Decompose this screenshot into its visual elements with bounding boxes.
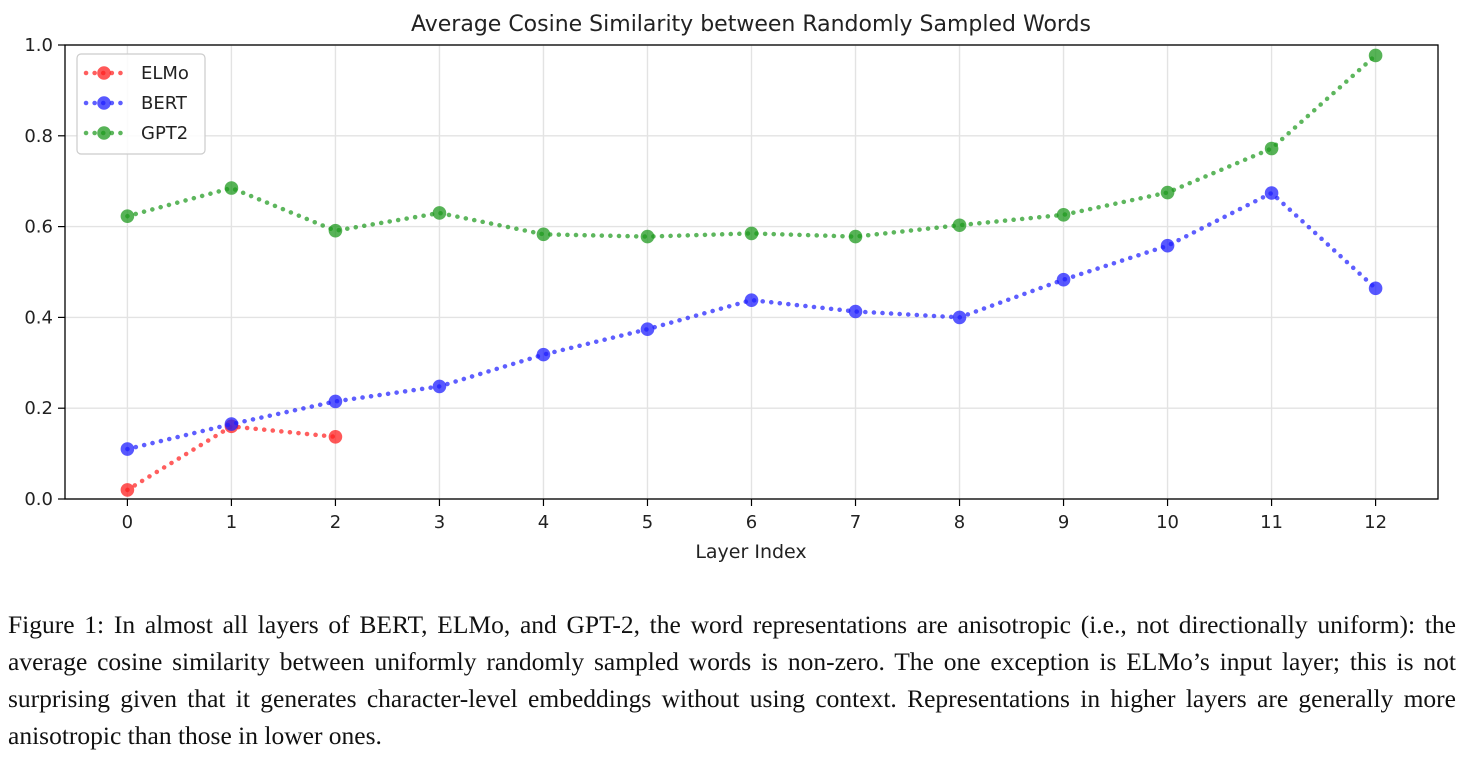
y-tick-label: 0.0	[24, 489, 53, 510]
bert-point	[1160, 238, 1175, 253]
x-tick-label: 4	[538, 512, 549, 533]
elmo-point	[328, 430, 343, 444]
gpt2-point	[432, 206, 447, 220]
x-tick-label: 1	[226, 512, 237, 533]
x-tick-label: 5	[642, 512, 653, 533]
bert-point	[536, 347, 551, 362]
bert-point	[1056, 272, 1071, 287]
gpt2-point	[1160, 185, 1175, 200]
x-tick-label: 6	[746, 512, 757, 533]
x-tick-label: 12	[1364, 512, 1387, 533]
gpt2-point	[1368, 48, 1383, 63]
chart-figure: 0 1 2 3 4 5 6 7 8 9 10 11 12 0.0 0.2 0.4 0.6 0.8 1.0 Avera…	[24, 12, 1439, 563]
line-chart: 0 1 2 3 4 5 6 7 8 9 10 11 120.00.20.40.60.81.0 Avera…	[24, 12, 1439, 563]
legend-gpt2-marker	[97, 126, 111, 140]
bert-point	[1264, 186, 1279, 200]
series-lines	[120, 48, 1383, 497]
x-tick-label: 10	[1156, 512, 1179, 533]
chart-title: Average Cosine Similarity between Random…	[411, 12, 1091, 37]
bert-point	[432, 379, 447, 394]
gpt2-point	[1264, 141, 1279, 156]
legend: ELMo BERT GPT2	[76, 53, 206, 155]
y-tick-label: 1.0	[24, 35, 53, 56]
bert-point	[120, 442, 135, 456]
y-tick-label: 0.2	[24, 398, 53, 419]
y-tick-label: 0.6	[24, 217, 53, 238]
bert-point	[744, 293, 759, 307]
gpt2-point	[744, 226, 759, 241]
bert-point	[640, 322, 655, 337]
gpt2-point	[848, 229, 863, 244]
legend-bert-label: BERT	[141, 93, 188, 114]
bert-point	[224, 417, 239, 431]
gpt2-point	[224, 181, 239, 195]
legend-elmo-marker	[97, 66, 111, 80]
bert-point	[328, 394, 343, 409]
x-tick-label: 3	[434, 512, 445, 533]
legend-bert-marker	[97, 96, 111, 110]
x-tick-label: 7	[850, 512, 861, 533]
bert-point	[952, 310, 967, 325]
bert-point	[1368, 281, 1383, 296]
gpt2-point	[952, 218, 967, 233]
x-tick-label: 9	[1058, 512, 1069, 533]
x-tick-label: 11	[1260, 512, 1283, 533]
bert-point	[848, 304, 863, 319]
gpt2-point	[328, 223, 343, 238]
gpt2-point	[120, 209, 135, 223]
legend-elmo-label: ELMo	[141, 63, 189, 84]
x-tick-label: 2	[330, 512, 341, 533]
x-tick-label: 8	[954, 512, 965, 533]
y-tick-label: 0.4	[24, 307, 53, 328]
y-tick-label: 0.8	[24, 126, 53, 147]
gpt2-point	[640, 229, 655, 244]
gpt2-point	[1056, 207, 1071, 222]
gpt2-point	[536, 227, 551, 242]
legend-gpt2-label: GPT2	[141, 123, 188, 144]
figure-caption: Figure 1: In almost all layers of BERT, …	[8, 610, 1456, 750]
elmo-point	[120, 483, 135, 497]
x-axis-label: Layer Index	[695, 541, 806, 563]
axis-ticks: 0 1 2 3 4 5 6 7 8 9 10 11 120.00.20.40.60.81.0	[24, 35, 1387, 533]
x-tick-label: 0	[122, 512, 133, 533]
